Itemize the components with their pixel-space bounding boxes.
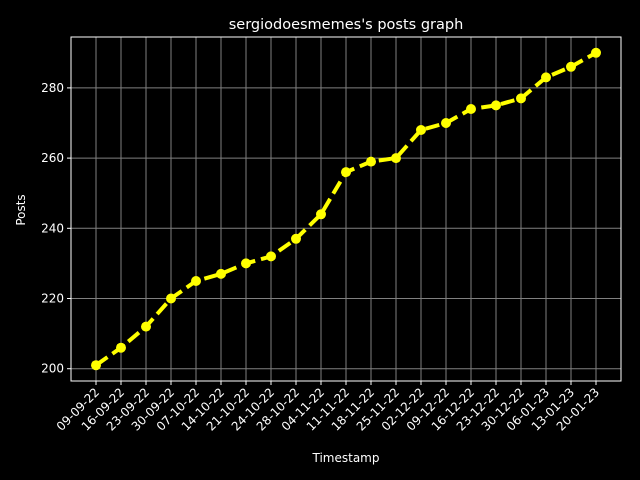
y-axis-ticks: 200 220 240 260 280 [41, 81, 71, 376]
y-tick-label: 280 [41, 81, 64, 95]
data-point [416, 125, 426, 135]
data-point [341, 167, 351, 178]
data-point [516, 93, 526, 104]
horizontal-gridlines [71, 87, 621, 370]
data-point [216, 268, 226, 279]
data-point [391, 153, 401, 164]
data-point [191, 276, 201, 286]
data-point [591, 47, 601, 58]
data-point [291, 233, 301, 244]
y-tick-label: 240 [41, 221, 64, 235]
vertical-gridlines [95, 37, 597, 381]
data-point [466, 104, 476, 114]
data-point [116, 342, 126, 353]
x-axis-ticks: 09-09-2216-09-2223-09-2230-09-2207-10-22… [54, 381, 602, 434]
data-point [166, 293, 176, 304]
y-tick-label: 200 [41, 362, 64, 376]
data-point [241, 258, 251, 269]
x-axis-title: Timestamp [312, 451, 380, 465]
data-point [566, 61, 576, 72]
data-point [141, 321, 151, 332]
data-point [91, 360, 101, 371]
data-point [491, 100, 501, 111]
y-tick-label: 220 [41, 292, 64, 306]
data-point [266, 251, 276, 262]
data-point [541, 72, 551, 83]
y-axis-title: Posts [14, 194, 28, 225]
data-point [441, 118, 451, 128]
y-tick-label: 260 [41, 151, 64, 165]
data-point [366, 156, 376, 167]
data-point [316, 209, 326, 220]
series-layer [91, 47, 601, 371]
chart-title: sergiodoesmemes's posts graph [229, 17, 464, 33]
